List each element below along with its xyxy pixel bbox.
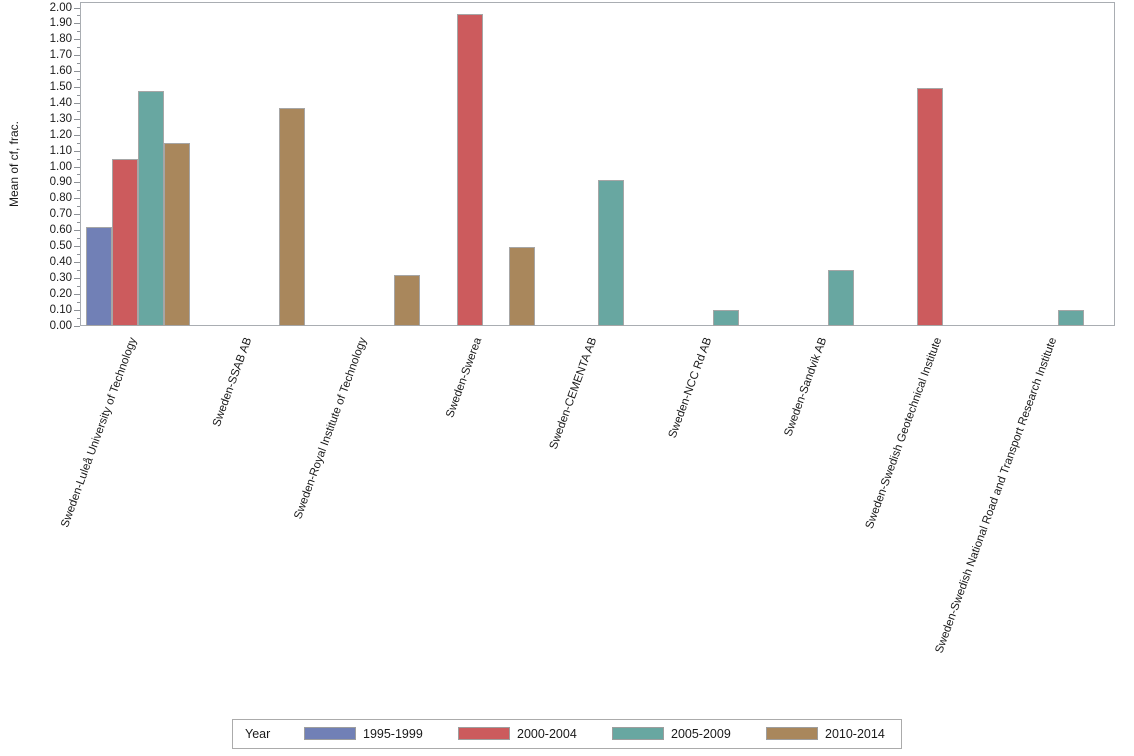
bar bbox=[85, 227, 112, 326]
y-tick-label: 0.60 bbox=[49, 224, 72, 237]
legend-series-label: 1995-1999 bbox=[363, 727, 423, 741]
y-tick-label: 0.50 bbox=[49, 240, 72, 252]
y-minor-tick bbox=[77, 190, 80, 192]
y-major-tick bbox=[74, 198, 80, 200]
y-tick-label: 0.80 bbox=[49, 192, 72, 205]
x-category-label: Sweden-Royal Institute of Technology bbox=[291, 336, 369, 521]
y-tick-label: 1.50 bbox=[49, 81, 72, 93]
y-tick-label: 0.70 bbox=[49, 208, 72, 221]
y-minor-tick bbox=[77, 238, 80, 240]
bar bbox=[1057, 310, 1084, 326]
y-minor-tick bbox=[77, 110, 80, 112]
y-tick-label: 1.10 bbox=[49, 144, 72, 157]
y-tick-label: 0.40 bbox=[49, 255, 72, 268]
y-minor-tick bbox=[77, 79, 80, 81]
y-minor-tick bbox=[77, 285, 80, 287]
y-minor-tick bbox=[77, 31, 80, 33]
y-minor-tick bbox=[77, 317, 80, 319]
y-major-tick bbox=[74, 261, 80, 263]
bar bbox=[508, 246, 535, 326]
legend-series-label: 2000-2004 bbox=[517, 727, 577, 741]
x-category-label: Sweden-Swedish Geotechnical Institute bbox=[863, 336, 944, 531]
legend-series-label: 2010-2014 bbox=[825, 727, 885, 741]
y-minor-tick bbox=[77, 269, 80, 271]
bar bbox=[827, 270, 854, 326]
y-tick-label: 1.60 bbox=[49, 65, 72, 78]
bar bbox=[278, 108, 305, 326]
y-major-tick bbox=[74, 39, 80, 41]
y-tick-label: 1.90 bbox=[49, 17, 72, 30]
y-tick-label: 1.80 bbox=[49, 33, 72, 46]
y-major-tick bbox=[74, 118, 80, 120]
y-tick-label: 0.00 bbox=[49, 319, 72, 332]
bar bbox=[456, 14, 483, 326]
y-minor-tick bbox=[77, 63, 80, 65]
y-minor-tick bbox=[77, 222, 80, 224]
y-major-tick bbox=[74, 166, 80, 168]
y-major-tick bbox=[74, 150, 80, 152]
y-major-tick bbox=[74, 23, 80, 25]
y-minor-tick bbox=[77, 206, 80, 208]
x-category-label: Sweden-Swedish National Road and Transpo… bbox=[932, 336, 1059, 655]
y-tick-label: 1.20 bbox=[49, 128, 72, 141]
y-minor-tick bbox=[77, 126, 80, 128]
bar bbox=[393, 275, 420, 326]
legend-series-label: 2005-2009 bbox=[671, 727, 731, 741]
y-major-tick bbox=[74, 182, 80, 184]
y-axis-title: Mean of cf, frac. bbox=[7, 120, 21, 208]
y-tick-label: 1.00 bbox=[49, 160, 72, 173]
x-category-label: Sweden-Luleå University of Technology bbox=[58, 336, 139, 530]
y-major-tick bbox=[74, 102, 80, 104]
y-minor-tick bbox=[77, 158, 80, 160]
y-minor-tick bbox=[77, 15, 80, 17]
y-major-tick bbox=[74, 246, 80, 247]
y-major-tick bbox=[74, 71, 80, 73]
legend-swatch bbox=[612, 727, 664, 740]
y-tick-label: 2.00 bbox=[49, 1, 72, 14]
y-tick-label: 1.40 bbox=[49, 96, 72, 109]
y-minor-tick bbox=[77, 301, 80, 303]
y-tick-label: 0.90 bbox=[49, 176, 72, 189]
x-category-label: Sweden-SSAB AB bbox=[210, 336, 254, 429]
y-major-tick bbox=[74, 55, 80, 57]
y-major-tick bbox=[74, 214, 80, 216]
y-minor-tick bbox=[77, 174, 80, 176]
x-category-label: Sweden-Sandvik AB bbox=[781, 336, 829, 439]
y-tick-label: 0.30 bbox=[49, 271, 72, 284]
y-major-tick bbox=[74, 293, 80, 295]
y-minor-tick bbox=[77, 47, 80, 49]
bar bbox=[597, 179, 624, 326]
bar bbox=[163, 143, 190, 326]
legend-swatch bbox=[458, 727, 510, 740]
bar bbox=[137, 90, 164, 326]
y-tick-label: 1.70 bbox=[49, 49, 72, 62]
y-major-tick bbox=[74, 309, 80, 311]
bar bbox=[111, 159, 138, 326]
y-major-tick bbox=[74, 87, 80, 88]
y-major-tick bbox=[74, 277, 80, 279]
x-category-label: Sweden-NCC Rd AB bbox=[666, 336, 714, 440]
legend-title: Year bbox=[245, 727, 271, 741]
legend-swatch bbox=[304, 727, 356, 740]
x-category-label: Sweden-Swerea bbox=[443, 336, 484, 420]
x-category-label: Sweden-CEMENTA AB bbox=[547, 336, 599, 452]
bar bbox=[712, 310, 739, 326]
bar bbox=[916, 87, 943, 326]
legend-swatch bbox=[766, 727, 818, 740]
y-major-tick bbox=[74, 230, 80, 232]
y-tick-label: 0.10 bbox=[49, 303, 72, 316]
y-major-tick bbox=[74, 325, 80, 327]
y-tick-label: 1.30 bbox=[49, 112, 72, 125]
y-minor-tick bbox=[77, 142, 80, 144]
y-minor-tick bbox=[77, 94, 80, 96]
y-major-tick bbox=[74, 134, 80, 136]
y-minor-tick bbox=[77, 253, 80, 255]
y-major-tick bbox=[74, 7, 80, 9]
y-tick-label: 0.20 bbox=[49, 287, 72, 300]
legend: Year 1995-1999 2000-2004 2005-2009 2010-201… bbox=[232, 719, 902, 749]
